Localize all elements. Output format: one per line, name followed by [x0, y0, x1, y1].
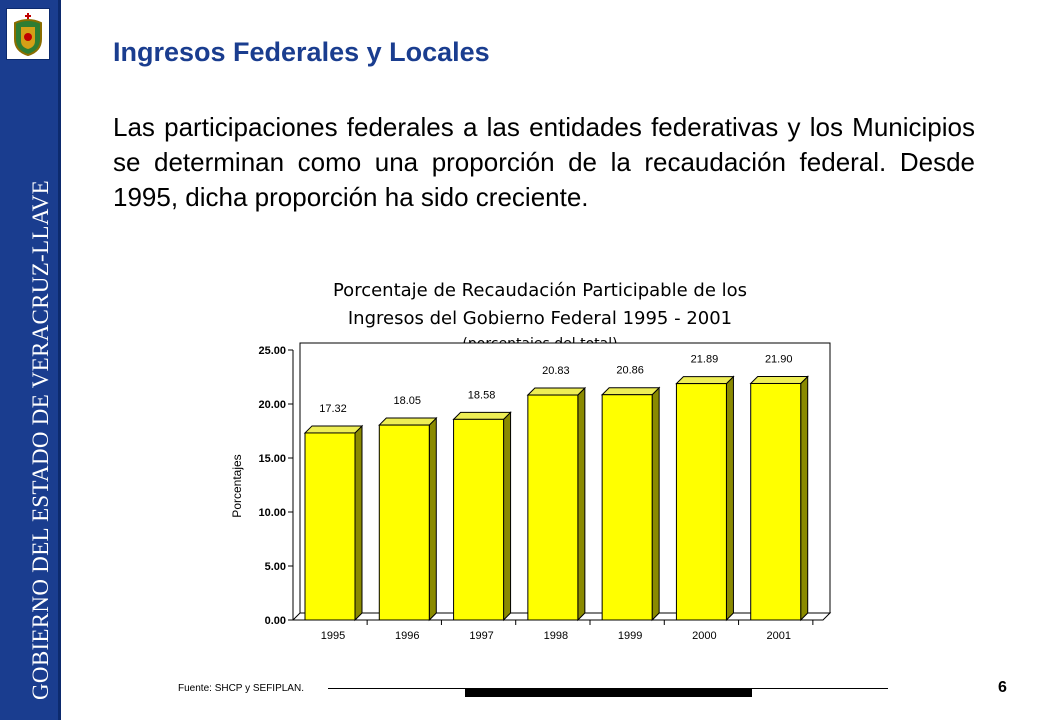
- bar-top: [452, 411, 512, 420]
- x-tick-label: 1998: [544, 630, 568, 642]
- x-tick-label: 2001: [766, 630, 790, 642]
- bar-side: [651, 386, 660, 622]
- bar-chart: Porcentaje de Recaudación Participable d…: [230, 280, 832, 642]
- x-tick-label: 1999: [618, 630, 642, 642]
- bar-value-label: 20.86: [616, 365, 644, 377]
- bar-value-label: 21.89: [691, 354, 719, 366]
- bar-side: [354, 424, 363, 622]
- bar-top: [675, 376, 735, 385]
- bar: [601, 394, 653, 621]
- bar: [453, 418, 505, 621]
- bar-top: [600, 387, 661, 396]
- bar-side: [725, 375, 734, 622]
- chart-title-line2: Ingresos del Gobierno Federal 1995 - 200…: [348, 308, 732, 329]
- bar-top: [378, 417, 438, 426]
- bar: [750, 382, 802, 621]
- bar: [675, 383, 727, 621]
- bar-value-label: 17.32: [319, 403, 347, 415]
- bar-value-label: 18.05: [394, 395, 422, 407]
- page-number: 6: [998, 679, 1007, 696]
- state-seal-icon: [6, 8, 50, 60]
- x-tick-label: 1997: [469, 630, 493, 642]
- bar: [378, 424, 430, 621]
- y-tick-label: 0.00: [265, 615, 286, 627]
- bar: [527, 394, 579, 621]
- y-axis-label: Porcentajes: [230, 454, 244, 517]
- slide-body-text: Las participaciones federales a las enti…: [113, 112, 975, 212]
- bar-top: [749, 375, 809, 384]
- y-tick-label: 20.00: [258, 399, 286, 411]
- bar-top: [303, 425, 364, 434]
- bar-side: [577, 386, 586, 622]
- footer-band: [465, 688, 752, 697]
- sidebar-vertical-text: GOBIERNO DEL ESTADO DE VERACRUZ-LLAVE: [28, 180, 53, 700]
- x-tick-label: 2000: [692, 630, 716, 642]
- bar-side: [503, 411, 512, 622]
- x-tick-label: 1995: [321, 630, 345, 642]
- bar-value-label: 21.90: [765, 353, 793, 365]
- plot-area: 0.00 5.00 10.00 15.00 20.00 25.00 17.32 1995 18.…: [258, 342, 832, 642]
- source-note: Fuente: SHCP y SEFIPLAN.: [178, 683, 304, 694]
- bar-value-label: 18.58: [468, 389, 496, 401]
- y-tick-label: 10.00: [258, 507, 286, 519]
- bar-value-label: 20.83: [542, 365, 570, 377]
- y-tick-label: 15.00: [258, 453, 286, 465]
- bar-top: [526, 387, 587, 396]
- chart-title-line1: Porcentaje de Recaudación Participable d…: [333, 280, 747, 301]
- bar-side: [428, 416, 437, 622]
- y-tick-label: 25.00: [258, 345, 286, 357]
- y-tick-label: 5.00: [265, 561, 286, 573]
- bar-side: [800, 375, 809, 622]
- slide-title: Ingresos Federales y Locales: [113, 37, 490, 67]
- bar: [304, 432, 356, 621]
- x-tick-label: 1996: [395, 630, 419, 642]
- sidebar: GOBIERNO DEL ESTADO DE VERACRUZ-LLAVE: [0, 0, 61, 720]
